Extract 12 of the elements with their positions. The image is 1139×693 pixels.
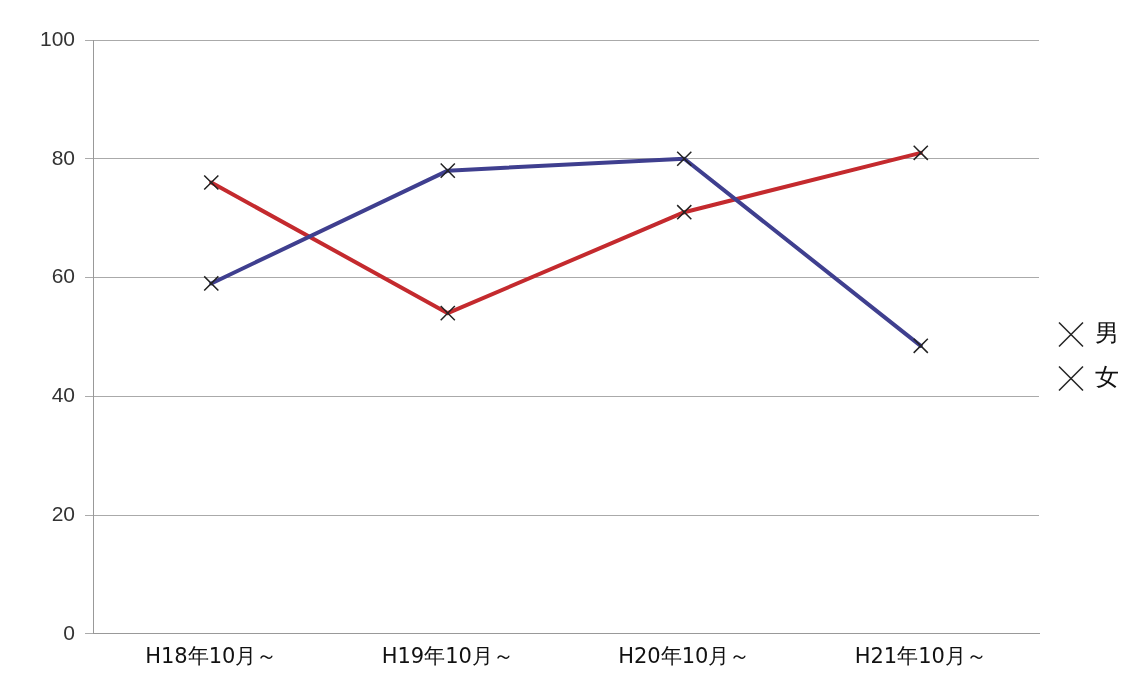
y-tick-label: 100 bbox=[39, 26, 76, 50]
x-tick-label: H21年10月～ bbox=[854, 643, 987, 668]
y-tick-label: 20 bbox=[51, 501, 76, 525]
x-tick-label: H20年10月～ bbox=[618, 643, 751, 668]
legend-label: 男 bbox=[1095, 318, 1119, 347]
x-tick-label: H18年10月～ bbox=[145, 643, 278, 668]
legend-label: 女 bbox=[1095, 362, 1119, 391]
y-tick-label: 40 bbox=[51, 383, 76, 407]
y-tick-label: 60 bbox=[51, 264, 76, 288]
y-tick-label: 0 bbox=[63, 620, 76, 644]
x-tick-label: H19年10月～ bbox=[381, 643, 514, 668]
y-tick-label: 80 bbox=[51, 145, 76, 169]
